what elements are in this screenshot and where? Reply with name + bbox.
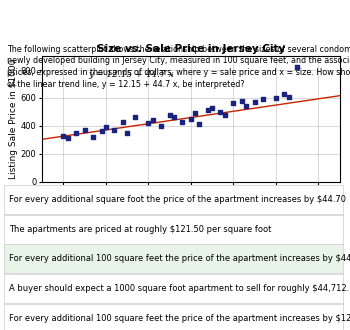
Point bbox=[133, 115, 138, 120]
Y-axis label: Listing Sale Price in $1000: Listing Sale Price in $1000 bbox=[9, 59, 18, 179]
Text: For every additional 100 square feet the price of the apartment increases by $44: For every additional 100 square feet the… bbox=[9, 254, 350, 263]
Point bbox=[286, 94, 291, 99]
Point bbox=[150, 117, 155, 123]
Text: A buyer should expect a 1000 square foot apartment to sell for roughly $44,712.1: A buyer should expect a 1000 square foot… bbox=[9, 284, 350, 293]
Point bbox=[146, 120, 151, 126]
Title: Size vs. Sale Price in Jersey City: Size vs. Sale Price in Jersey City bbox=[97, 44, 285, 54]
Point bbox=[239, 98, 245, 103]
Point bbox=[158, 123, 164, 128]
Point bbox=[73, 130, 79, 135]
Point bbox=[273, 95, 279, 101]
Point bbox=[103, 124, 108, 130]
Point bbox=[99, 129, 104, 134]
Text: For every additional square foot the price of the apartment increases by $44.70: For every additional square foot the pri… bbox=[9, 195, 345, 204]
Text: For every additional 100 square feet the price of the apartment increases by $12: For every additional 100 square feet the… bbox=[9, 314, 350, 323]
Text: The following scatterplot shows the relationship between the sizes of several co: The following scatterplot shows the rela… bbox=[7, 45, 350, 89]
Text: y = 12.15 + 44.7 x: y = 12.15 + 44.7 x bbox=[89, 70, 174, 79]
Point bbox=[243, 104, 249, 109]
Point bbox=[222, 112, 228, 117]
Point bbox=[192, 111, 198, 116]
Point bbox=[61, 133, 66, 138]
Point bbox=[252, 99, 257, 105]
Point bbox=[196, 122, 202, 127]
Point bbox=[120, 119, 126, 124]
Point bbox=[260, 97, 266, 102]
Point bbox=[167, 112, 172, 117]
Point bbox=[82, 127, 87, 133]
Text: The apartments are priced at roughly $121.50 per square foot: The apartments are priced at roughly $12… bbox=[9, 224, 271, 234]
Point bbox=[111, 127, 117, 133]
X-axis label: Condo Size in 100 sq. ft.: Condo Size in 100 sq. ft. bbox=[135, 199, 246, 208]
Point bbox=[281, 91, 287, 96]
Point bbox=[294, 65, 300, 70]
Point bbox=[65, 136, 70, 141]
Point bbox=[218, 109, 223, 115]
Point bbox=[205, 108, 211, 113]
Point bbox=[230, 101, 236, 106]
Point bbox=[188, 116, 194, 121]
Point bbox=[180, 119, 185, 124]
Point bbox=[171, 115, 176, 120]
Point bbox=[90, 134, 96, 140]
Point bbox=[124, 130, 130, 135]
Point bbox=[209, 105, 215, 110]
